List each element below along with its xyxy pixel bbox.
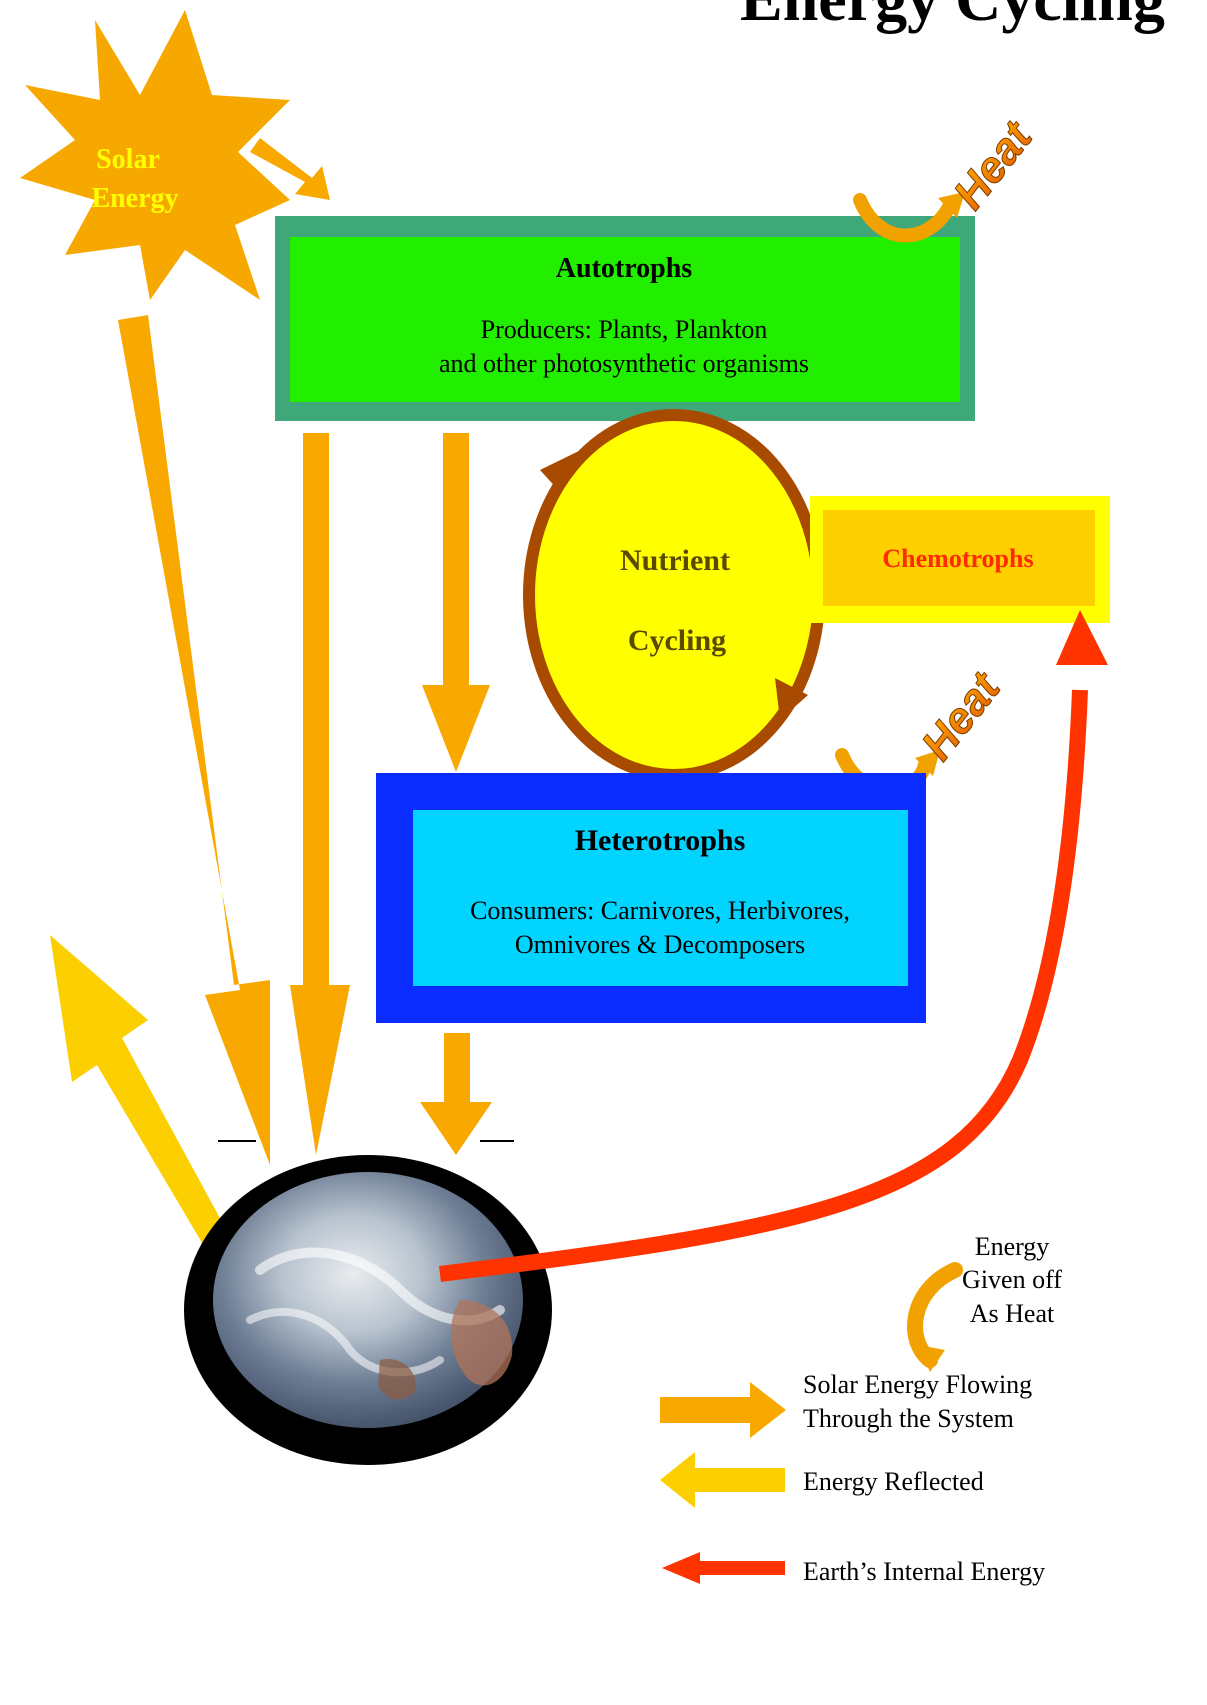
chemotrophs-box: Chemotrophs — [810, 496, 1110, 623]
autotrophs-desc-line2: and other photosynthetic organisms — [439, 349, 809, 378]
autotrophs-inner-panel — [290, 237, 960, 402]
legend-heat-arrowhead-icon — [918, 1345, 945, 1372]
heat-swirl-arrowhead — [915, 750, 940, 776]
legend: Energy Given off As Heat Solar Energy Fl… — [660, 1232, 1062, 1586]
internal-energy-curve — [439, 689, 1088, 1282]
earth-globe — [213, 1172, 523, 1428]
reflected-energy-arrow — [50, 935, 240, 1270]
solar-to-autotrophs-arrow — [250, 138, 330, 200]
autotrophs-to-earth-arrow — [290, 433, 350, 1155]
legend-internal-arrow-icon — [662, 1552, 785, 1584]
earth-landmass — [378, 1359, 416, 1400]
nutrient-arrowhead-bottom — [775, 678, 808, 720]
autotrophs-title: Autotrophs — [556, 253, 693, 284]
sun-icon: Solar Energy — [20, 10, 290, 300]
heterotrophs-heat-label: Heat — [912, 662, 1011, 769]
nutrient-cycling-loop: Nutrient Cycling — [523, 409, 825, 781]
sun-star-shape — [20, 10, 290, 300]
nutrient-arrowhead-top — [540, 448, 585, 492]
heterotrophs-to-earth-arrow — [420, 1033, 492, 1155]
heterotrophs-heat-icon: Heat — [835, 662, 1011, 797]
legend-heat-line1: Energy — [975, 1232, 1050, 1261]
page-title: Energy Cycling — [740, 0, 1165, 34]
heterotrophs-desc-line1: Consumers: Carnivores, Herbivores, — [470, 896, 850, 925]
earth-landmass — [450, 1300, 513, 1386]
heterotrophs-title: Heterotrophs — [575, 824, 746, 857]
legend-reflected-label: Energy Reflected — [803, 1467, 984, 1496]
autotrophs-to-heterotrophs-arrow — [422, 433, 490, 772]
autotrophs-desc-line1: Producers: Plants, Plankton — [481, 315, 768, 344]
chemotrophs-label: Chemotrophs — [882, 544, 1033, 573]
legend-solar-line2: Through the System — [803, 1404, 1014, 1433]
sun-label-line2: Energy — [91, 183, 178, 214]
autotrophs-box: Autotrophs Producers: Plants, Plankton a… — [275, 216, 975, 421]
sun-label-line1: Solar — [96, 144, 160, 175]
legend-heat-line3: As Heat — [970, 1299, 1055, 1328]
internal-energy-arrowhead — [1056, 610, 1108, 665]
legend-reflected-arrow-icon — [660, 1452, 785, 1508]
heat-swirl-arrowhead — [938, 192, 965, 218]
heat-swirl-arrow — [853, 193, 957, 243]
heterotrophs-box: Heterotrophs Consumers: Carnivores, Herb… — [376, 773, 926, 1023]
legend-solar-line1: Solar Energy Flowing — [803, 1370, 1032, 1399]
nutrient-label-line1: Nutrient — [620, 544, 730, 577]
legend-heat-line2: Given off — [962, 1265, 1062, 1294]
chemotrophs-inner-panel — [823, 510, 1095, 606]
earth-image — [184, 1155, 552, 1465]
heterotrophs-desc-line2: Omnivores & Decomposers — [515, 930, 805, 959]
legend-internal-label: Earth’s Internal Energy — [803, 1557, 1045, 1586]
heterotrophs-inner-panel — [413, 810, 908, 986]
solar-to-earth-arrow — [118, 315, 270, 1165]
legend-solar-arrow-icon — [660, 1382, 786, 1438]
nutrient-label-line2: Cycling — [628, 624, 726, 657]
